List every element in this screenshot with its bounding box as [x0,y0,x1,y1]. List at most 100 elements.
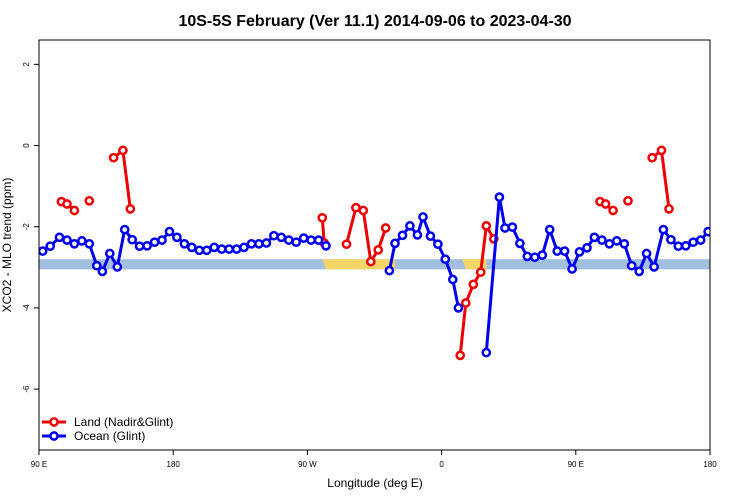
land-point [84,195,95,206]
ocean-point [397,230,408,241]
ocean-point [552,246,563,256]
ocean-point [567,264,577,274]
ocean-point [84,238,95,249]
ocean-point [688,237,699,248]
x-tick-label: 90 E [568,460,584,469]
y-tick-label: -4 [22,304,31,312]
ocean-point [201,245,212,256]
x-tick-label: 180 [703,460,717,469]
land-point [460,298,471,308]
ocean-point [390,238,400,249]
ocean-point [291,237,302,248]
land-point [351,202,361,213]
ocean-point [157,235,167,245]
ocean-point [261,238,272,248]
ocean-point [515,238,525,249]
land-point [623,195,633,206]
ocean-point [134,241,145,252]
land-legend-label: Land (Nadir&Glint) [74,415,173,429]
ocean-point [54,232,65,243]
ocean-point [529,252,540,263]
land-point [373,245,384,255]
plot-frame [38,39,711,451]
land-point [365,256,376,267]
y-axis-ticks: 2 0 -2 -4 -6 [22,62,39,393]
ocean-point [246,238,257,249]
ocean-point [283,235,294,245]
y-tick-label: 2 [22,62,31,67]
ocean-point [559,246,570,256]
ocean-point [418,212,428,222]
ocean-point [522,251,533,262]
ocean-point [313,235,324,245]
land-point [125,204,136,214]
ocean-point [269,230,279,241]
chart-title: 10S-5S February (Ver 11.1) 2014-09-06 to… [178,13,571,30]
legend: Land (Nadir&Glint)Ocean (Glint) [42,415,173,443]
ocean-point [680,240,691,251]
ocean-point [611,236,622,246]
ocean-point [194,245,205,256]
ocean-point [298,233,309,243]
ocean-point [384,265,395,276]
land-point [69,205,80,216]
land-point [468,279,479,290]
ocean-point [239,242,249,253]
ocean-point [649,262,659,272]
ocean-point [321,240,331,251]
ocean-point [500,223,510,233]
ocean-point [69,238,80,249]
series-layer [39,145,710,361]
ocean-point [276,232,287,243]
ocean-point [119,224,130,235]
x-axis-label: Longitude (deg E) [327,476,422,490]
ocean-point [589,232,600,243]
ocean-point [172,232,182,243]
ocean-point [186,242,197,253]
ocean-point [179,238,190,249]
land-point [380,223,391,233]
ocean-point [62,235,72,245]
land-point [341,239,352,250]
ocean-series-line [484,195,710,353]
ocean-point [641,248,652,259]
ocean-point [142,240,152,251]
ocean-point [447,274,458,285]
ocean-point [224,244,234,254]
ocean-point [97,266,108,277]
ocean-point [658,224,669,235]
ocean-point [127,234,138,245]
land-point [600,199,611,209]
x-tick-label: 0 [439,460,444,469]
ocean-point [433,239,443,250]
ocean-point [45,241,56,252]
ocean-point [597,235,607,245]
ocean-point [537,250,548,260]
ocean-point [440,254,451,265]
ocean-point [104,248,115,259]
ocean-point [149,237,160,248]
ocean-point [673,241,684,252]
land-point [664,204,674,214]
land-band [322,259,396,270]
ocean-point [306,235,316,245]
ocean-point [582,242,592,253]
ocean-point [405,221,415,231]
ocean-point [619,238,630,249]
ocean-point [695,235,706,245]
land-point [317,212,328,223]
land-point [656,145,667,156]
x-tick-label: 90 W [298,460,317,469]
y-tick-label: -6 [22,385,31,393]
land-point [647,152,658,163]
x-tick-label: 180 [167,460,181,469]
land-point [608,205,618,216]
ocean-point [626,260,637,271]
land-point [358,205,369,216]
ocean-point [425,231,436,241]
land-point [118,145,128,156]
ocean-point [634,266,645,277]
ocean-point [604,238,615,249]
y-tick-label: 0 [22,143,31,148]
ocean-point [209,242,220,253]
